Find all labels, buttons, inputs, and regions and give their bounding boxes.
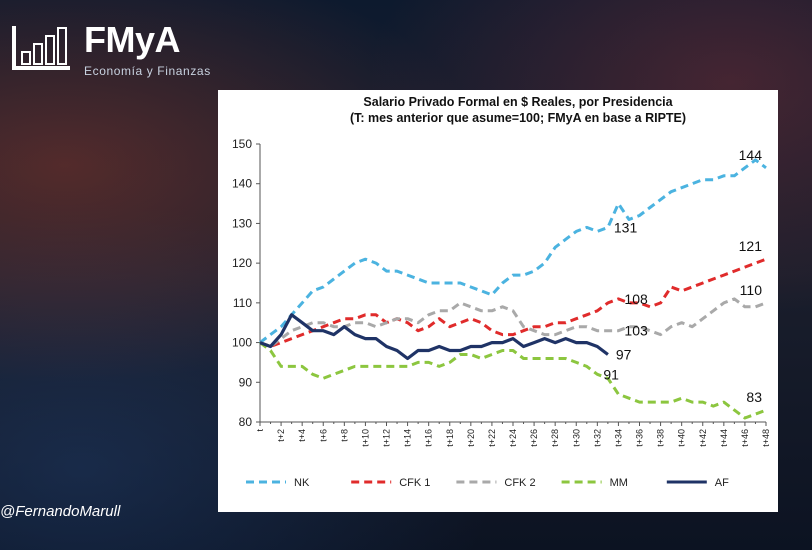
callout-value-label: 108 bbox=[624, 291, 648, 307]
x-tick-label: t+16 bbox=[424, 429, 434, 447]
bar-chart-logo-icon bbox=[12, 26, 70, 70]
x-tick-label: t+24 bbox=[508, 429, 518, 447]
legend-label: CFK 1 bbox=[399, 477, 430, 489]
x-tick-label: t+38 bbox=[656, 429, 666, 447]
chart-legend: NK CFK 1 CFK 2 MM AF bbox=[246, 477, 729, 489]
y-tick-label: 110 bbox=[233, 296, 252, 310]
callout-value-label: 103 bbox=[624, 323, 648, 339]
brand-tagline: Economía y Finanzas bbox=[84, 64, 211, 78]
x-tick-label: t+40 bbox=[677, 429, 687, 447]
x-tick-label: t+6 bbox=[318, 429, 328, 442]
chart-title: Salario Privado Formal en $ Reales, por … bbox=[363, 95, 673, 109]
chart-panel: Salario Privado Formal en $ Reales, por … bbox=[218, 90, 778, 512]
x-tick-label: t+10 bbox=[360, 429, 370, 447]
x-tick-label: t+14 bbox=[403, 429, 413, 447]
x-tick-label: t+4 bbox=[297, 429, 307, 442]
x-tick-label: t+34 bbox=[613, 429, 623, 447]
end-value-label: 110 bbox=[740, 282, 763, 298]
y-tick-label: 150 bbox=[232, 137, 252, 151]
y-tick-label: 130 bbox=[232, 216, 252, 230]
x-tick-label: t+2 bbox=[276, 429, 286, 442]
y-tick-label: 90 bbox=[239, 375, 253, 389]
series-line-cfk-1 bbox=[259, 257, 767, 348]
x-tick-label: t+32 bbox=[592, 429, 602, 447]
x-tick-label: t+46 bbox=[740, 429, 750, 447]
x-tick-label: t+30 bbox=[571, 429, 581, 447]
legend-label: AF bbox=[715, 477, 729, 489]
x-tick-label: t+26 bbox=[529, 429, 539, 447]
line-chart: Salario Privado Formal en $ Reales, por … bbox=[232, 95, 771, 489]
chart-series bbox=[259, 158, 767, 420]
legend-label: CFK 2 bbox=[504, 477, 535, 489]
series-line-nk bbox=[259, 158, 767, 344]
x-tick-label: t+48 bbox=[761, 429, 771, 447]
x-tick-label: t+44 bbox=[719, 429, 729, 447]
chart-subtitle: (T: mes anterior que asume=100; FMyA en … bbox=[350, 111, 686, 125]
callout-value-label: 91 bbox=[603, 366, 619, 382]
x-tick-label: t+8 bbox=[339, 429, 349, 442]
y-tick-label: 120 bbox=[232, 256, 252, 270]
x-tick-label: t bbox=[255, 429, 265, 432]
y-tick-label: 80 bbox=[239, 415, 253, 429]
y-tick-label: 140 bbox=[232, 177, 252, 191]
callout-value-label: 131 bbox=[614, 219, 638, 235]
chart-data-labels: 144 131 121 108 110 103 83 91 97 bbox=[603, 147, 762, 405]
brand-logo: FMyA Economía y Finanzas bbox=[12, 14, 222, 84]
x-tick-label: t+22 bbox=[487, 429, 497, 447]
end-value-label: 144 bbox=[739, 147, 763, 163]
end-value-label: 83 bbox=[746, 389, 762, 405]
chart-axes: 80 90 100 110 120 130 140 150 t t+2 t+4 t+6 t+8 t+10 t… bbox=[232, 137, 771, 447]
x-tick-label: t+28 bbox=[550, 429, 560, 447]
social-handle: @FernandoMarull bbox=[0, 503, 121, 520]
end-value-label: 97 bbox=[616, 346, 632, 362]
x-tick-label: t+18 bbox=[445, 429, 455, 447]
brand-name: FMyA bbox=[84, 19, 181, 60]
x-tick-label: t+42 bbox=[698, 429, 708, 447]
legend-label: MM bbox=[610, 477, 628, 489]
x-tick-label: t+12 bbox=[382, 429, 392, 447]
series-line-af bbox=[259, 313, 609, 361]
x-tick-label: t+36 bbox=[635, 429, 645, 447]
legend-label: NK bbox=[294, 477, 310, 489]
end-value-label: 121 bbox=[739, 238, 763, 254]
series-line-mm bbox=[259, 341, 767, 420]
x-tick-label: t+20 bbox=[466, 429, 476, 447]
y-tick-label: 100 bbox=[232, 336, 252, 350]
